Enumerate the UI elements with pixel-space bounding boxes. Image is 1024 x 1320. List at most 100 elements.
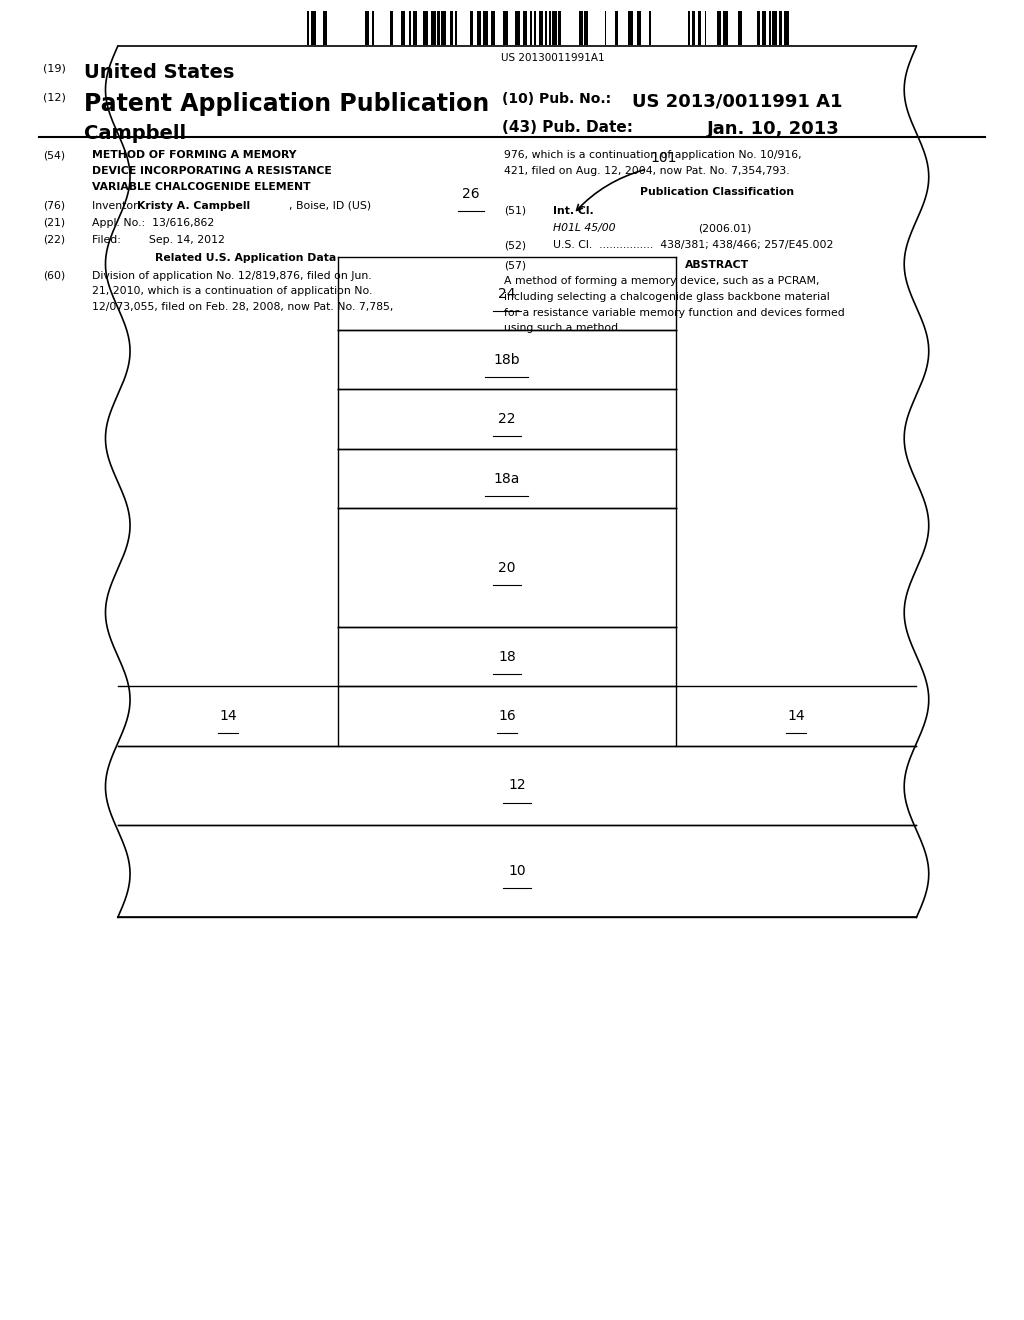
Bar bbox=[549, 11, 551, 45]
Text: Division of application No. 12/819,876, filed on Jun.: Division of application No. 12/819,876, … bbox=[92, 271, 372, 281]
Bar bbox=[504, 11, 508, 45]
Text: Int. Cl.: Int. Cl. bbox=[553, 206, 594, 216]
Text: (51): (51) bbox=[504, 206, 526, 216]
Bar bbox=[414, 11, 417, 45]
Bar bbox=[424, 11, 428, 45]
Text: VARIABLE CHALCOGENIDE ELEMENT: VARIABLE CHALCOGENIDE ELEMENT bbox=[92, 182, 311, 193]
Bar bbox=[692, 11, 695, 45]
Bar bbox=[784, 11, 788, 45]
Text: (76): (76) bbox=[43, 201, 66, 211]
Text: Related U.S. Application Data: Related U.S. Application Data bbox=[155, 253, 337, 264]
Bar bbox=[470, 11, 473, 45]
Bar bbox=[530, 11, 531, 45]
Text: 24: 24 bbox=[498, 286, 516, 301]
Text: , Boise, ID (US): , Boise, ID (US) bbox=[289, 201, 371, 211]
Bar bbox=[515, 11, 520, 45]
Text: METHOD OF FORMING A MEMORY: METHOD OF FORMING A MEMORY bbox=[92, 150, 297, 161]
Bar bbox=[483, 11, 487, 45]
Bar bbox=[324, 11, 327, 45]
Text: 18: 18 bbox=[498, 649, 516, 664]
Text: 26: 26 bbox=[462, 187, 480, 201]
Bar bbox=[476, 11, 481, 45]
Text: (22): (22) bbox=[43, 235, 66, 246]
Text: H01L 45/00: H01L 45/00 bbox=[553, 223, 615, 234]
Text: 22: 22 bbox=[498, 412, 516, 426]
Bar bbox=[441, 11, 446, 45]
Bar bbox=[552, 11, 557, 45]
Text: 14: 14 bbox=[787, 709, 805, 723]
Text: (43) Pub. Date:: (43) Pub. Date: bbox=[502, 120, 633, 135]
Text: 101: 101 bbox=[650, 152, 677, 165]
Text: U.S. Cl.  ................  438/381; 438/466; 257/E45.002: U.S. Cl. ................ 438/381; 438/4… bbox=[553, 240, 834, 251]
Bar bbox=[757, 11, 760, 45]
Bar bbox=[769, 11, 771, 45]
Text: (10) Pub. No.:: (10) Pub. No.: bbox=[502, 92, 615, 107]
Text: (54): (54) bbox=[43, 150, 66, 161]
Bar bbox=[311, 11, 315, 45]
Text: US 20130011991A1: US 20130011991A1 bbox=[501, 53, 605, 63]
Text: (57): (57) bbox=[504, 260, 526, 271]
Text: Appl. No.:  13/616,862: Appl. No.: 13/616,862 bbox=[92, 218, 214, 228]
Text: (21): (21) bbox=[43, 218, 66, 228]
Text: (52): (52) bbox=[504, 240, 526, 251]
Text: 18b: 18b bbox=[494, 352, 520, 367]
Text: Jan. 10, 2013: Jan. 10, 2013 bbox=[707, 120, 840, 139]
Text: 12: 12 bbox=[508, 779, 526, 792]
Text: (2006.01): (2006.01) bbox=[698, 223, 752, 234]
Text: (60): (60) bbox=[43, 271, 66, 281]
Text: 12/073,055, filed on Feb. 28, 2008, now Pat. No. 7,785,: 12/073,055, filed on Feb. 28, 2008, now … bbox=[92, 302, 393, 313]
Text: 18a: 18a bbox=[494, 471, 520, 486]
Bar bbox=[409, 11, 412, 45]
Bar bbox=[579, 11, 583, 45]
Bar bbox=[629, 11, 633, 45]
Text: United States: United States bbox=[84, 63, 234, 82]
Bar bbox=[522, 11, 526, 45]
Bar bbox=[455, 11, 457, 45]
Bar bbox=[738, 11, 742, 45]
Text: 16: 16 bbox=[498, 709, 516, 723]
Text: Filed:        Sep. 14, 2012: Filed: Sep. 14, 2012 bbox=[92, 235, 225, 246]
Text: Inventor:: Inventor: bbox=[92, 201, 152, 211]
Bar bbox=[697, 11, 701, 45]
Bar bbox=[717, 11, 721, 45]
Bar bbox=[307, 11, 309, 45]
Bar bbox=[688, 11, 690, 45]
Text: Patent Application Publication: Patent Application Publication bbox=[84, 92, 489, 116]
Bar bbox=[545, 11, 547, 45]
Text: A method of forming a memory device, such as a PCRAM,: A method of forming a memory device, suc… bbox=[504, 276, 819, 286]
Text: Kristy A. Campbell: Kristy A. Campbell bbox=[137, 201, 250, 211]
Text: Campbell: Campbell bbox=[84, 124, 186, 143]
Text: (19): (19) bbox=[43, 63, 66, 74]
Text: 14: 14 bbox=[219, 709, 237, 723]
Bar bbox=[648, 11, 650, 45]
Bar bbox=[365, 11, 370, 45]
Text: 20: 20 bbox=[498, 561, 516, 574]
Text: US 2013/0011991 A1: US 2013/0011991 A1 bbox=[632, 92, 843, 111]
Text: for a resistance variable memory function and devices formed: for a resistance variable memory functio… bbox=[504, 308, 845, 318]
Bar bbox=[431, 11, 435, 45]
Text: 10: 10 bbox=[508, 865, 526, 878]
Bar bbox=[762, 11, 766, 45]
Bar bbox=[539, 11, 544, 45]
Bar bbox=[558, 11, 561, 45]
Text: ABSTRACT: ABSTRACT bbox=[685, 260, 749, 271]
Bar bbox=[490, 11, 496, 45]
Text: 976, which is a continuation of application No. 10/916,: 976, which is a continuation of applicat… bbox=[504, 150, 802, 161]
Bar bbox=[705, 11, 707, 45]
Bar bbox=[779, 11, 782, 45]
Bar bbox=[605, 11, 606, 45]
Bar bbox=[723, 11, 728, 45]
Bar bbox=[450, 11, 453, 45]
Text: (12): (12) bbox=[43, 92, 66, 103]
Bar bbox=[772, 11, 777, 45]
Bar bbox=[437, 11, 439, 45]
Bar bbox=[585, 11, 589, 45]
Bar bbox=[614, 11, 618, 45]
Text: 421, filed on Aug. 12, 2004, now Pat. No. 7,354,793.: 421, filed on Aug. 12, 2004, now Pat. No… bbox=[504, 166, 790, 177]
Bar bbox=[390, 11, 392, 45]
Bar bbox=[535, 11, 536, 45]
Text: including selecting a chalcogenide glass backbone material: including selecting a chalcogenide glass… bbox=[504, 292, 829, 302]
Bar bbox=[637, 11, 641, 45]
Bar bbox=[401, 11, 406, 45]
Bar bbox=[372, 11, 374, 45]
